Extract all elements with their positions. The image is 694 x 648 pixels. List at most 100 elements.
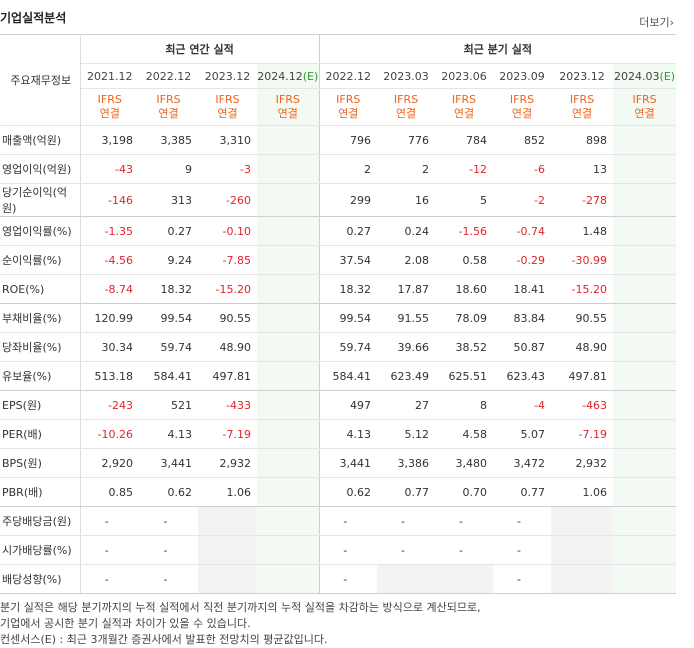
ifrs-label: IFRS [97, 93, 122, 106]
ifrs-link[interactable]: IFRS 연결 [551, 88, 614, 126]
ifrs-link[interactable]: IFRS 연결 [319, 88, 378, 126]
ifrs-link[interactable]: IFRS 연결 [139, 88, 198, 126]
table-cell: -1.56 [435, 216, 494, 246]
consolidated-label: 연결 [453, 107, 475, 120]
table-cell [257, 183, 320, 217]
table-cell: - [80, 535, 139, 565]
consolidated-label: 연결 [158, 107, 179, 120]
ifrs-link[interactable]: IFRS 연결 [80, 88, 139, 126]
table-cell [377, 564, 436, 594]
table-cell: -15.20 [198, 274, 257, 304]
table-cell: -243 [80, 390, 139, 420]
table-cell: 0.58 [435, 245, 494, 275]
section-title: 기업실적분석 [0, 11, 67, 25]
row-label: 당좌비율(%) [0, 332, 81, 362]
table-cell: 497.81 [551, 361, 614, 391]
row-label: 영업이익(억원) [0, 154, 81, 184]
table-cell [613, 216, 677, 246]
table-cell: - [435, 535, 494, 565]
row-label: BPS(원) [0, 448, 81, 478]
row-label: 매출액(억원) [0, 125, 81, 155]
table-cell: 90.55 [551, 303, 614, 333]
table-cell: -10.26 [80, 419, 139, 449]
more-label: 더보기 [639, 16, 670, 29]
row-header-label: 주요재무정보 [0, 34, 81, 126]
table-cell: 796 [319, 125, 378, 155]
date-text: 2023.12 [559, 69, 605, 83]
ifrs-link[interactable]: IFRS 연결 [493, 88, 552, 126]
table-cell: -43 [80, 154, 139, 184]
table-cell: -463 [551, 390, 614, 420]
table-row: PER(배) -10.26 4.13 -7.19 4.13 5.12 4.58 5.07 -7.… [0, 419, 677, 449]
footnotes: 분기 실적은 해당 분기까지의 누적 실적에서 직전 분기까지의 누적 실적을 … [0, 600, 481, 648]
table-cell: 1.06 [551, 477, 614, 507]
table-cell: - [493, 564, 552, 594]
footnote-line: 분기 실적은 해당 분기까지의 누적 실적에서 직전 분기까지의 누적 실적을 … [0, 601, 481, 614]
table-cell: - [435, 506, 494, 536]
table-cell: -0.74 [493, 216, 552, 246]
date-text: 2024.03 [614, 69, 660, 83]
table-cell: -1.35 [80, 216, 139, 246]
table-cell [257, 332, 320, 362]
ifrs-link[interactable]: IFRS 연결 [435, 88, 494, 126]
table-cell [435, 564, 494, 594]
date-text: 2023.12 [204, 69, 251, 83]
table-cell: - [493, 535, 552, 565]
table-cell [257, 216, 320, 246]
table-cell: 50.87 [493, 332, 552, 362]
table-cell [257, 125, 320, 155]
ifrs-link[interactable]: IFRS 연결 [257, 88, 320, 126]
table-cell: -12 [435, 154, 494, 184]
table-cell [257, 506, 320, 536]
table-cell: 0.62 [319, 477, 378, 507]
ifrs-link[interactable]: IFRS 연결 [613, 88, 677, 126]
table-cell [551, 535, 614, 565]
ifrs-link[interactable]: IFRS 연결 [377, 88, 436, 126]
table-cell: 59.74 [319, 332, 378, 362]
table-cell: 776 [377, 125, 436, 155]
table-cell: - [319, 564, 378, 594]
table-cell [257, 274, 320, 304]
table-cell: -7.19 [198, 419, 257, 449]
table-cell: 18.60 [435, 274, 494, 304]
table-cell: 18.41 [493, 274, 552, 304]
table-cell: 8 [435, 390, 494, 420]
table-cell: 2 [319, 154, 378, 184]
estimate-mark: (E) [659, 69, 676, 83]
table-cell: -0.29 [493, 245, 552, 275]
table-cell: 784 [435, 125, 494, 155]
table-cell: 2.08 [377, 245, 436, 275]
annual-group-header: 최근 연간 실적 [80, 34, 320, 64]
table-cell: 3,310 [198, 125, 257, 155]
table-cell: 4.13 [139, 419, 198, 449]
table-cell: 513.18 [80, 361, 139, 391]
consolidated-label: 연결 [571, 107, 593, 120]
table-cell [613, 535, 677, 565]
table-cell: 5.12 [377, 419, 436, 449]
table-cell: 584.41 [139, 361, 198, 391]
ifrs-label: IFRS [156, 93, 181, 106]
table-cell: 1.48 [551, 216, 614, 246]
table-cell: 78.09 [435, 303, 494, 333]
table-cell: 2,932 [551, 448, 614, 478]
more-link[interactable]: 더보기› [639, 14, 674, 30]
table-cell: 1.06 [198, 477, 257, 507]
consolidated-label: 연결 [511, 107, 533, 120]
table-cell: -7.19 [551, 419, 614, 449]
ifrs-link[interactable]: IFRS 연결 [198, 88, 257, 126]
table-cell: 521 [139, 390, 198, 420]
table-cell: 3,441 [139, 448, 198, 478]
table-cell: -4 [493, 390, 552, 420]
table-cell: 13 [551, 154, 614, 184]
table-cell: 0.27 [139, 216, 198, 246]
table-cell: 18.32 [139, 274, 198, 304]
annual-date-header: 2024.12(E) [257, 63, 320, 89]
table-row: 영업이익(억원) -43 9 -3 2 2 -12 -6 13 [0, 154, 677, 184]
table-cell: 623.43 [493, 361, 552, 391]
table-cell [257, 477, 320, 507]
table-cell: 3,386 [377, 448, 436, 478]
table-cell [198, 506, 257, 536]
table-cell [613, 390, 677, 420]
row-label: 주당배당금(원) [0, 506, 81, 536]
quarter-date-header: 2023.06 [435, 63, 494, 89]
